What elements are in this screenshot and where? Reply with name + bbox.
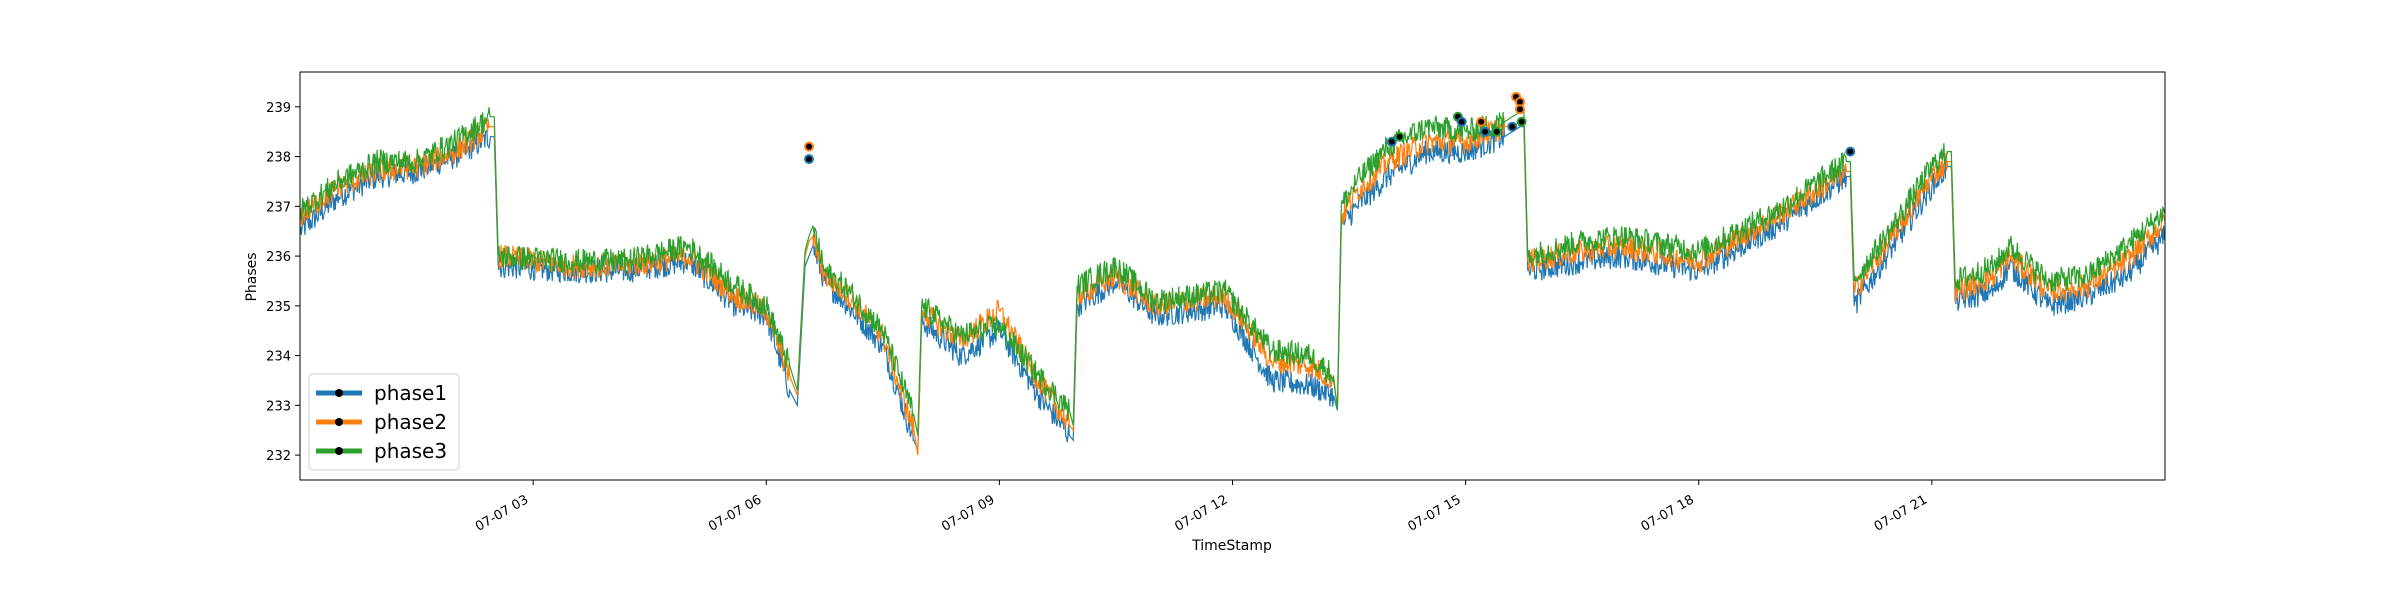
- y-tick-label: 239: [266, 101, 291, 116]
- legend-label-phase1: phase1: [374, 381, 447, 405]
- x-tick-label: 07-07 06: [706, 492, 764, 534]
- marker-point: [1480, 126, 1491, 137]
- y-tick-label: 234: [266, 350, 291, 365]
- plot-background: [300, 72, 2165, 480]
- x-tick-label: 07-07 03: [473, 492, 531, 534]
- y-axis: 232 233 234 235 236 237 238 239: [266, 101, 300, 464]
- marker-point: [804, 154, 814, 165]
- y-tick-label: 233: [266, 399, 291, 414]
- marker-point: [1845, 146, 1856, 157]
- x-axis: 07-07 03 07-07 06 07-07 09 07-07 12 07-07 15…: [473, 480, 1933, 535]
- x-axis-label: TimeStamp: [1191, 538, 1272, 554]
- marker-point: [1491, 126, 1502, 137]
- legend-marker-phase2: [335, 418, 343, 426]
- y-tick-label: 235: [266, 300, 291, 315]
- series-layer: [299, 107, 2166, 456]
- legend-label-phase2: phase2: [374, 410, 447, 434]
- marker-point: [1456, 116, 1467, 127]
- legend-marker-phase3: [335, 447, 343, 455]
- marker-point: [1476, 116, 1487, 127]
- legend-label-phase3: phase3: [374, 439, 447, 463]
- series-line-phase3: [299, 107, 2166, 436]
- y-tick-label: 236: [266, 250, 291, 265]
- legend-box: [308, 373, 460, 471]
- marker-point: [1516, 116, 1527, 127]
- legend-marker-phase1: [335, 389, 343, 397]
- x-tick-label: 07-07 09: [939, 492, 997, 534]
- marker-point: [1394, 131, 1405, 142]
- marker-point: [804, 141, 814, 152]
- y-tick-label: 232: [266, 449, 291, 464]
- marker-point: [1386, 136, 1397, 147]
- x-tick-label: 07-07 12: [1172, 492, 1230, 534]
- marker-layer: [804, 91, 1856, 165]
- x-tick-label: 07-07 15: [1406, 492, 1464, 534]
- y-tick-label: 237: [266, 200, 291, 215]
- marker-point: [1515, 104, 1525, 115]
- x-tick-label: 07-07 18: [1639, 492, 1697, 534]
- legend: phase1 phase2 phase3: [308, 373, 460, 471]
- y-axis-label: Phases: [244, 252, 260, 301]
- y-tick-label: 238: [266, 151, 291, 166]
- x-tick-label: 07-07 21: [1872, 492, 1930, 534]
- marker-point: [1507, 121, 1518, 132]
